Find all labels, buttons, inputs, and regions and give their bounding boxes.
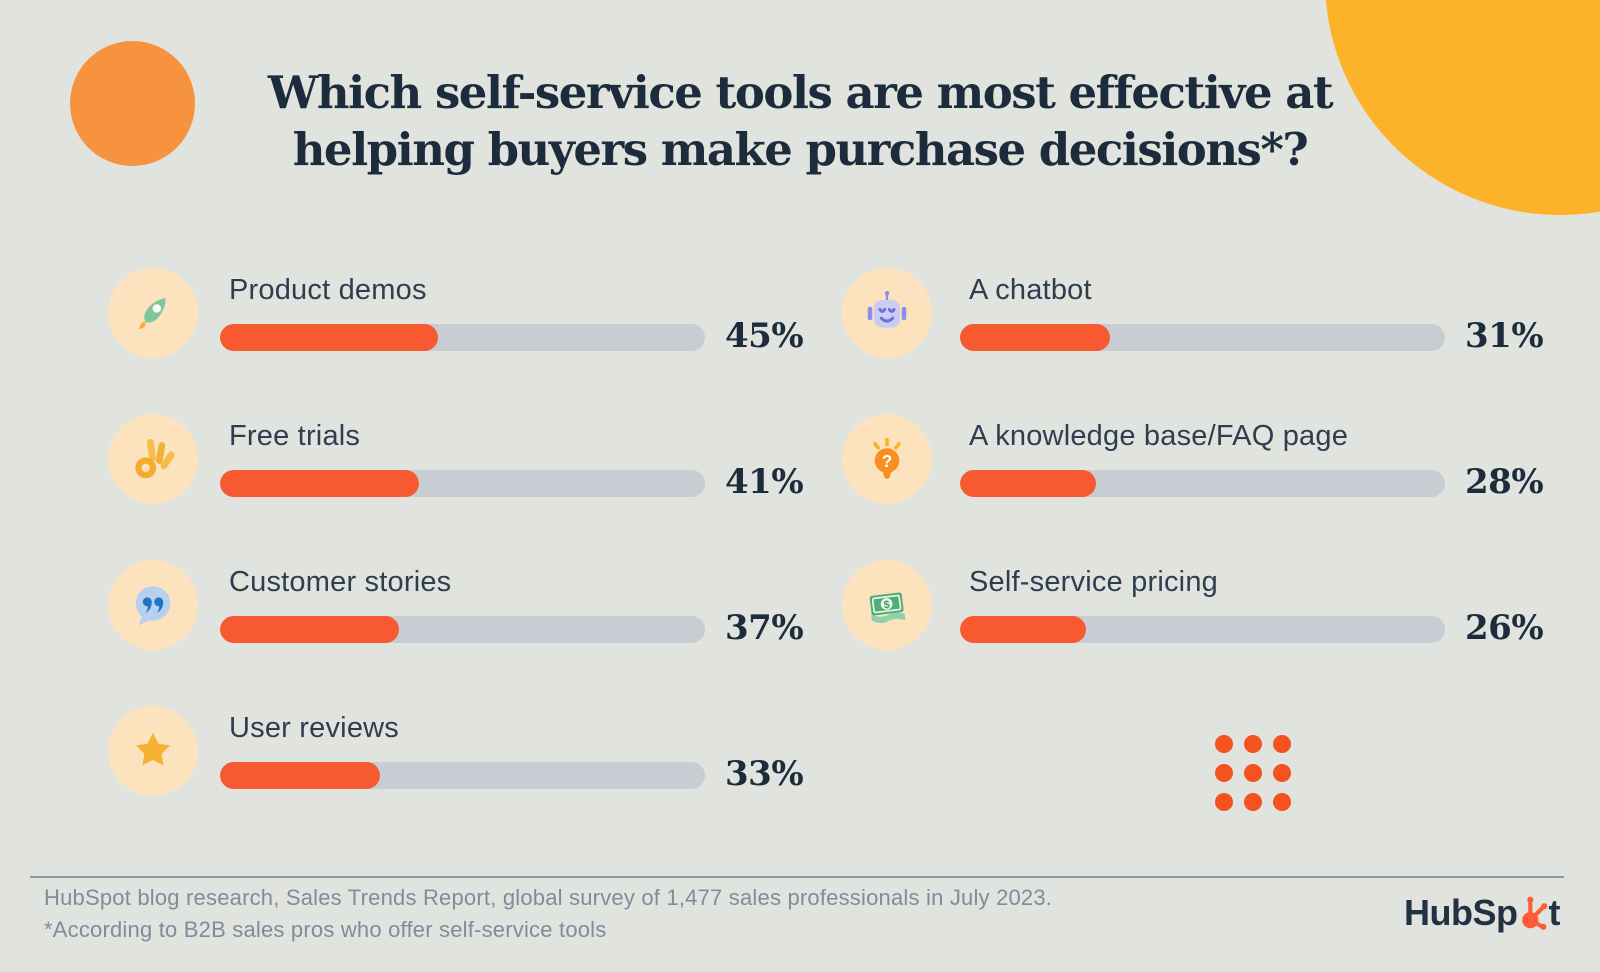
dot [1215,793,1233,811]
bar-track [220,616,705,643]
dot [1215,764,1233,782]
bar-value: 41% [725,462,804,502]
dot [1244,793,1262,811]
hubspot-logo: HubSp t [1404,892,1560,931]
dot [1273,793,1291,811]
bar-value: 31% [1465,316,1544,356]
bar-label: A chatbot [969,274,1092,306]
bar-label: User reviews [229,712,399,744]
dot [1244,764,1262,782]
bar-label: Free trials [229,420,361,452]
icon-bubble [842,268,932,358]
icon-bubble [108,560,198,650]
lightbulb-question-icon: ? [873,437,901,479]
bar-track [960,470,1445,497]
icon-bubble: $ [842,560,932,650]
bar-label: Customer stories [229,566,452,598]
icon-bubble [108,414,198,504]
bar-fill [220,762,381,789]
star-icon [135,732,171,766]
bar-track [220,470,705,497]
hubspot-sprocket-icon [1522,896,1548,930]
bar-fill [220,324,439,351]
bar-value: 26% [1465,608,1544,648]
bar-label: Self-service pricing [969,566,1218,598]
bar-track [960,324,1445,351]
logo-text-before: HubSp [1404,892,1518,933]
bar-label: A knowledge base/FAQ page [969,420,1349,452]
source-attribution: HubSpot blog research, Sales Trends Repo… [44,885,1053,910]
bar-value: 45% [725,316,804,356]
icon-bubble [108,268,198,358]
bar-fill [220,470,419,497]
svg-text:?: ? [882,451,893,471]
bar-fill [960,470,1096,497]
dot [1273,735,1291,753]
bar-track [960,616,1445,643]
chart-title-line2: helping buyers make purchase decisions*? [292,123,1309,176]
money-icon: $ [869,592,906,623]
chart-title-line1: Which self-service tools are most effect… [267,66,1334,119]
svg-text:$: $ [883,599,890,612]
icon-bubble [108,706,198,796]
dot [1273,764,1291,782]
bar-fill [960,616,1087,643]
logo-text-after: t [1548,892,1560,933]
decorative-circle-orange [70,41,195,166]
bar-label: Product demos [229,274,427,306]
footer-divider [30,876,1564,878]
quote-bubble-icon [135,586,171,626]
bar-fill [960,324,1111,351]
dot [1244,735,1262,753]
rocket-icon [139,298,166,330]
dot [1215,735,1233,753]
bar-value: 37% [725,608,804,648]
footnote: *According to B2B sales pros who offer s… [44,917,607,942]
chart-title: Which self-service tools are most effect… [10,64,1590,178]
bar-value: 28% [1465,462,1544,502]
decorative-dots-grid [1215,735,1291,811]
icon-bubble: ? [842,414,932,504]
robot-icon [867,291,907,328]
bar-track [220,762,705,789]
ok-hand-icon [135,438,175,479]
bar-value: 33% [725,754,804,794]
bar-track [220,324,705,351]
bar-fill [220,616,400,643]
